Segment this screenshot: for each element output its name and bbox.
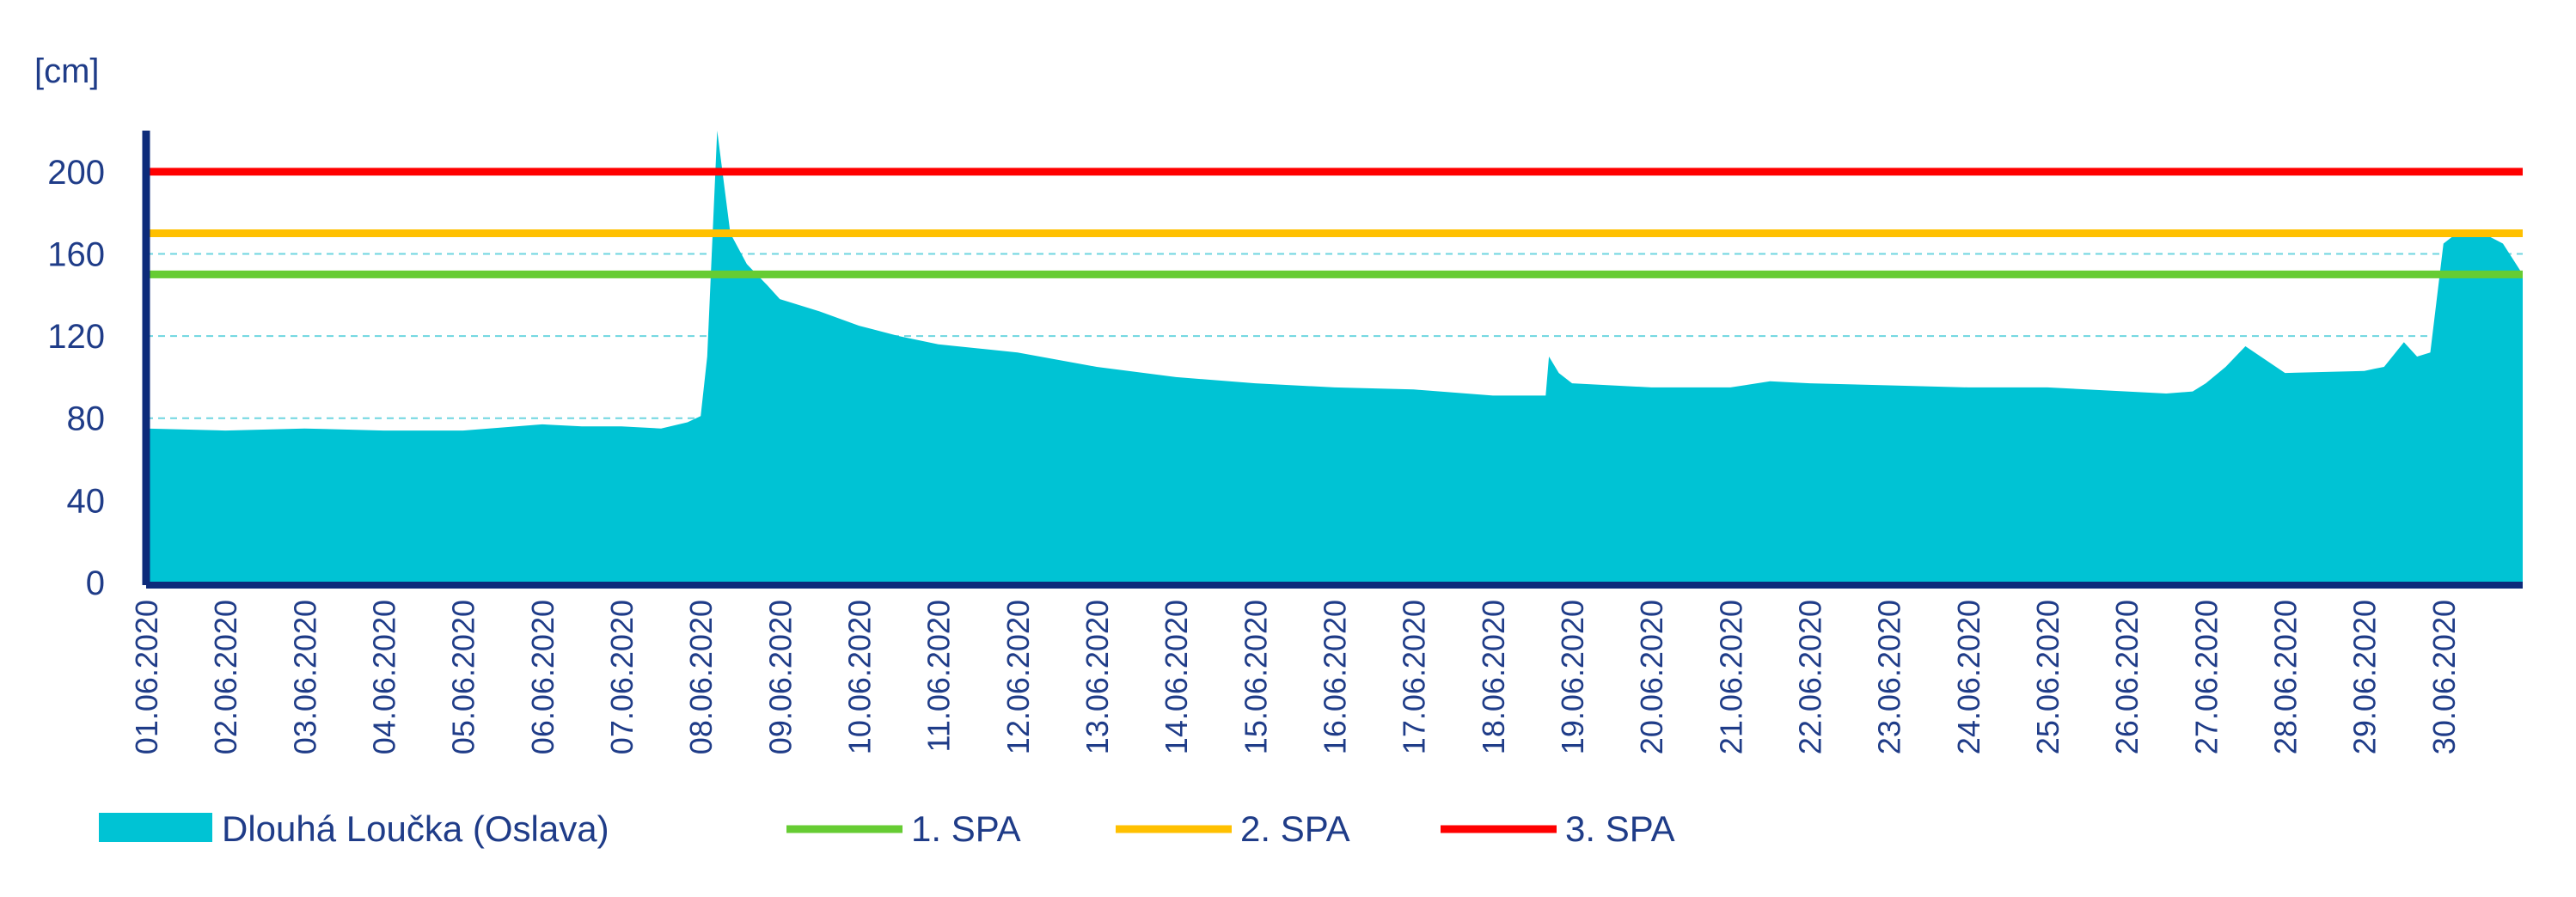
x-tick-label: 15.06.2020 — [1238, 600, 1273, 754]
x-tick-label: 04.06.2020 — [367, 600, 402, 754]
spa-threshold-lines — [146, 168, 2523, 278]
x-tick-label: 09.06.2020 — [762, 600, 798, 754]
x-tick-label: 24.06.2020 — [1951, 600, 1986, 754]
x-tick-labels: 01.06.2020 02.06.2020 03.06.2020 04.06.2020… — [129, 600, 2462, 754]
plot-area — [142, 131, 2523, 589]
y-tick-200: 200 — [47, 154, 105, 192]
x-tick-label: 13.06.2020 — [1080, 600, 1115, 754]
x-tick-label: 30.06.2020 — [2426, 600, 2462, 754]
x-tick-label: 02.06.2020 — [208, 600, 243, 754]
legend-label-area: Dlouhá Loučka (Oslava) — [222, 809, 609, 849]
x-tick-label: 17.06.2020 — [1397, 600, 1432, 754]
area-dlouha-loucka — [146, 131, 2523, 583]
x-tick-label: 28.06.2020 — [2268, 600, 2304, 754]
legend-label-spa-2: 2. SPA — [1240, 809, 1350, 849]
x-tick-label: 29.06.2020 — [2347, 600, 2383, 754]
x-tick-label: 20.06.2020 — [1634, 600, 1669, 754]
x-tick-label: 05.06.2020 — [446, 600, 481, 754]
x-tick-label: 18.06.2020 — [1476, 600, 1511, 754]
legend: Dlouhá Loučka (Oslava) 1. SPA 2. SPA 3. SPA — [99, 809, 1675, 849]
x-tick-label: 12.06.2020 — [1000, 600, 1036, 754]
y-tick-labels: 0 40 80 120 160 200 — [47, 154, 105, 602]
y-tick-120: 120 — [47, 318, 105, 356]
x-tick-label: 06.06.2020 — [525, 600, 560, 754]
x-tick-label: 03.06.2020 — [287, 600, 322, 754]
x-tick-label: 01.06.2020 — [129, 600, 164, 754]
x-tick-label: 27.06.2020 — [2188, 600, 2224, 754]
legend-swatch-area — [99, 813, 212, 842]
x-tick-label: 21.06.2020 — [1713, 600, 1748, 754]
y-tick-160: 160 — [47, 235, 105, 273]
x-tick-label: 26.06.2020 — [2109, 600, 2145, 754]
x-tick-label: 07.06.2020 — [604, 600, 639, 754]
x-tick-label: 19.06.2020 — [1555, 600, 1590, 754]
x-tick-label: 14.06.2020 — [1159, 600, 1194, 754]
y-tick-80: 80 — [67, 400, 106, 438]
y-tick-40: 40 — [67, 482, 106, 520]
legend-label-spa-1: 1. SPA — [911, 809, 1021, 849]
x-tick-label: 22.06.2020 — [1793, 600, 1828, 754]
legend-label-spa-3: 3. SPA — [1565, 809, 1675, 849]
y-axis-unit: [cm] — [34, 52, 100, 90]
x-tick-label: 10.06.2020 — [842, 600, 878, 754]
x-tick-label: 25.06.2020 — [2030, 600, 2065, 754]
y-tick-0: 0 — [86, 564, 105, 602]
x-tick-label: 11.06.2020 — [921, 600, 957, 753]
x-tick-label: 23.06.2020 — [1872, 600, 1907, 754]
x-tick-label: 16.06.2020 — [1318, 600, 1353, 754]
x-tick-label: 08.06.2020 — [683, 600, 719, 754]
